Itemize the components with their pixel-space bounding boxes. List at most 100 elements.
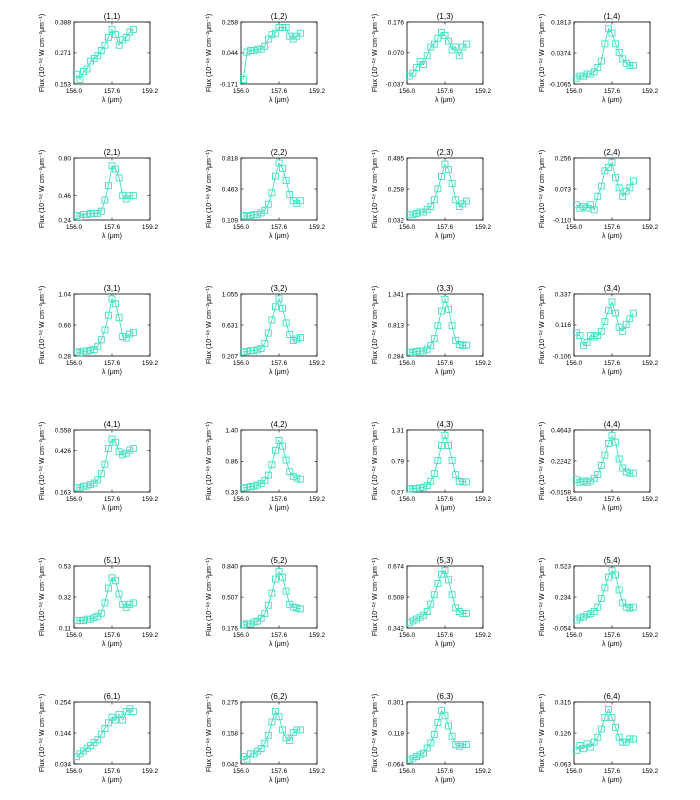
data-point-marker (580, 202, 587, 210)
subplot: (6,2) 156.0 157.6 159.2 0.275 0.158 0.042 λ (μm… (206, 692, 326, 784)
data-point-marker (604, 440, 612, 447)
x-axis-label: λ (μm) (435, 97, 455, 104)
subplot: (1,1) 156.0 157.6 159.2 0.153 0.271 0.388 λ (μm… (39, 12, 159, 104)
subplot-title: (6,1) (104, 692, 121, 701)
data-point-marker (239, 76, 247, 83)
data-point-marker (434, 456, 442, 464)
data-point-marker (254, 211, 262, 219)
data-point-marker (601, 714, 609, 722)
subplot-title: (3,1) (104, 284, 121, 293)
y-axis-label: Flux (10⁻¹⁸ W cm⁻²μm⁻¹) (539, 422, 546, 500)
x-axis-label: λ (μm) (435, 505, 455, 512)
data-point-marker (430, 470, 438, 477)
y-axis-label: Flux (10⁻¹⁸ W cm⁻²μm⁻¹) (372, 422, 379, 500)
data-point-marker (462, 478, 470, 486)
data-point-marker (409, 349, 417, 357)
y-tick-label: 0.79 (391, 458, 404, 465)
data-point-marker (427, 342, 435, 350)
x-axis-label: λ (μm) (102, 233, 122, 240)
data-point-marker (622, 603, 630, 611)
data-point-marker (101, 599, 109, 607)
data-point-marker (129, 25, 137, 33)
data-point-marker (597, 57, 605, 65)
data-point-marker (101, 725, 109, 732)
y-tick-label: 0.507 (222, 594, 239, 601)
data-point-marker (264, 200, 272, 208)
subplot-title: (5,2) (271, 556, 288, 565)
data-point-marker (459, 741, 467, 749)
axes-frame (240, 293, 318, 357)
data-point-marker (126, 330, 134, 338)
y-tick-label: 1.04 (58, 291, 71, 298)
x-tick-label: 156.0 (566, 88, 583, 95)
x-axis-label: λ (μm) (435, 369, 455, 376)
axes-frame (406, 293, 484, 357)
y-tick-label: 0.070 (388, 50, 405, 57)
data-point-marker (459, 609, 467, 617)
data-point-marker (293, 604, 301, 612)
y-tick-label: 0.126 (555, 730, 572, 737)
subplot-title: (3,3) (437, 284, 454, 293)
series-line (409, 434, 467, 490)
data-point-marker (261, 42, 269, 50)
subplot: (6,3) 156.0 157.6 159.2 0.301 0.118 -0.064 λ (μ… (372, 692, 492, 784)
x-tick-label: 159.2 (475, 496, 492, 503)
data-point-marker (264, 601, 272, 609)
x-tick-label: 159.2 (642, 224, 659, 231)
series-line (76, 577, 134, 622)
data-point-marker (126, 446, 134, 454)
y-tick-label: -0.037 (386, 81, 405, 88)
axes-frame (240, 429, 318, 493)
data-point-marker (619, 55, 627, 63)
data-point-marker (126, 192, 134, 200)
data-point-marker (293, 335, 301, 343)
axes-frame (73, 565, 151, 629)
data-point-marker (104, 182, 112, 190)
data-point-marker (94, 209, 102, 217)
x-tick-label: 159.2 (642, 496, 659, 503)
data-point-marker (94, 736, 102, 744)
data-point-marker (594, 192, 602, 200)
data-point-marker (101, 460, 109, 468)
subplot: (2,2) 156.0 157.6 159.2 0.818 0.463 0.109 λ (μm… (206, 148, 326, 240)
y-tick-label: 0.032 (388, 217, 405, 224)
subplot-title: (1,2) (271, 12, 288, 21)
x-tick-label: 157.6 (604, 632, 621, 639)
data-point-marker (629, 735, 637, 743)
y-tick-label: 0.388 (55, 19, 72, 26)
subplot: (6,4) 156.0 157.6 159.2 0.315 0.126 -0.063 λ (μ… (539, 692, 659, 784)
y-tick-label: 0.558 (55, 427, 72, 434)
x-tick-label: 159.2 (475, 768, 492, 775)
y-axis-label: Flux (10⁻¹⁸ W cm⁻²μm⁻¹) (39, 150, 46, 228)
data-point-marker (271, 575, 279, 583)
x-tick-label: 156.0 (566, 360, 583, 367)
data-point-marker (437, 307, 445, 315)
data-point-marker (437, 707, 445, 715)
axes-frame (240, 21, 318, 85)
data-point-marker (427, 600, 435, 608)
x-tick-label: 157.6 (271, 360, 288, 367)
x-tick-label: 157.6 (271, 224, 288, 231)
subplot-title: (6,3) (437, 692, 454, 701)
data-point-marker (434, 719, 442, 727)
data-point-marker (608, 567, 616, 575)
data-point-marker (257, 745, 265, 753)
data-point-marker (254, 481, 262, 489)
data-point-marker (90, 614, 98, 622)
y-tick-label: 0.256 (555, 155, 572, 162)
data-point-marker (83, 347, 91, 355)
subplot-title: (1,4) (604, 12, 621, 21)
data-point-marker (416, 613, 424, 621)
data-point-marker (597, 595, 605, 603)
x-tick-label: 159.2 (642, 360, 659, 367)
data-point-marker (279, 726, 287, 734)
data-point-marker (604, 573, 612, 581)
subplot: (4,2) 156.0 157.6 159.2 1.40 0.86 0.33 λ (μm) Fl… (206, 420, 326, 512)
data-point-marker (420, 347, 428, 355)
y-tick-label: 0.0374 (551, 50, 571, 57)
data-point-marker (409, 69, 417, 77)
data-point-marker (405, 619, 413, 627)
y-tick-label: 0.4643 (551, 427, 571, 434)
data-point-marker (576, 204, 584, 212)
series-line (576, 161, 634, 211)
